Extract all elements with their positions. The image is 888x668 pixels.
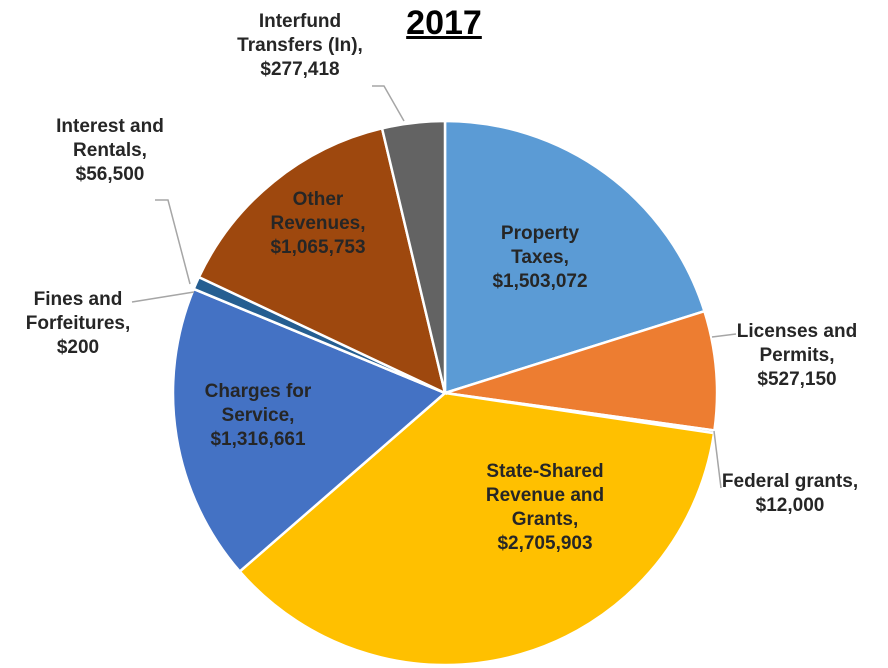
data-label: Charges for Service, $1,316,661	[183, 380, 333, 452]
data-label: Interfund Transfers (In), $277,418	[215, 10, 385, 82]
label-value: $200	[56, 337, 100, 358]
label-value: $2,705,903	[497, 533, 593, 554]
pie-slice	[444, 309, 719, 432]
pie-slice	[443, 119, 706, 395]
label-category: Other Revenues,	[270, 189, 366, 234]
label-value: $56,500	[75, 164, 145, 185]
leader-line	[372, 85, 405, 122]
leader-line	[155, 199, 191, 285]
label-category: State-Shared Revenue and Grants,	[485, 461, 605, 530]
label-category: Interest and Rentals,	[56, 116, 164, 161]
pie-slice	[171, 287, 448, 574]
leader-line	[131, 291, 195, 303]
data-label: Federal grants, $12,000	[715, 470, 865, 518]
data-label: Interest and Rentals, $56,500	[35, 115, 185, 187]
label-category: Federal grants,	[721, 471, 859, 492]
pie-slice	[237, 391, 716, 667]
label-category: Interfund Transfers (In),	[237, 11, 363, 56]
data-label: Property Taxes, $1,503,072	[475, 222, 605, 294]
leader-line	[713, 430, 722, 489]
label-value: $277,418	[260, 59, 340, 80]
data-label: Other Revenues, $1,065,753	[253, 188, 383, 260]
label-category: Licenses and Permits,	[736, 321, 858, 366]
leader-line	[711, 333, 737, 338]
label-value: $12,000	[755, 495, 825, 516]
label-category: Charges for Service,	[204, 381, 312, 426]
label-category: Fines and Forfeitures,	[25, 289, 131, 334]
data-label: State-Shared Revenue and Grants, $2,705,9…	[470, 460, 620, 556]
data-label: Licenses and Permits, $527,150	[722, 320, 872, 392]
pie-slice	[197, 126, 447, 396]
label-value: $527,150	[757, 369, 837, 390]
label-value: $1,065,753	[270, 237, 366, 258]
pie-slice	[380, 119, 447, 394]
label-category: Property Taxes,	[500, 223, 580, 268]
label-value: $1,316,661	[210, 429, 306, 450]
data-label: Fines and Forfeitures, $200	[3, 288, 153, 360]
chart-title: 2017	[406, 4, 482, 42]
label-value: $1,503,072	[492, 271, 588, 292]
